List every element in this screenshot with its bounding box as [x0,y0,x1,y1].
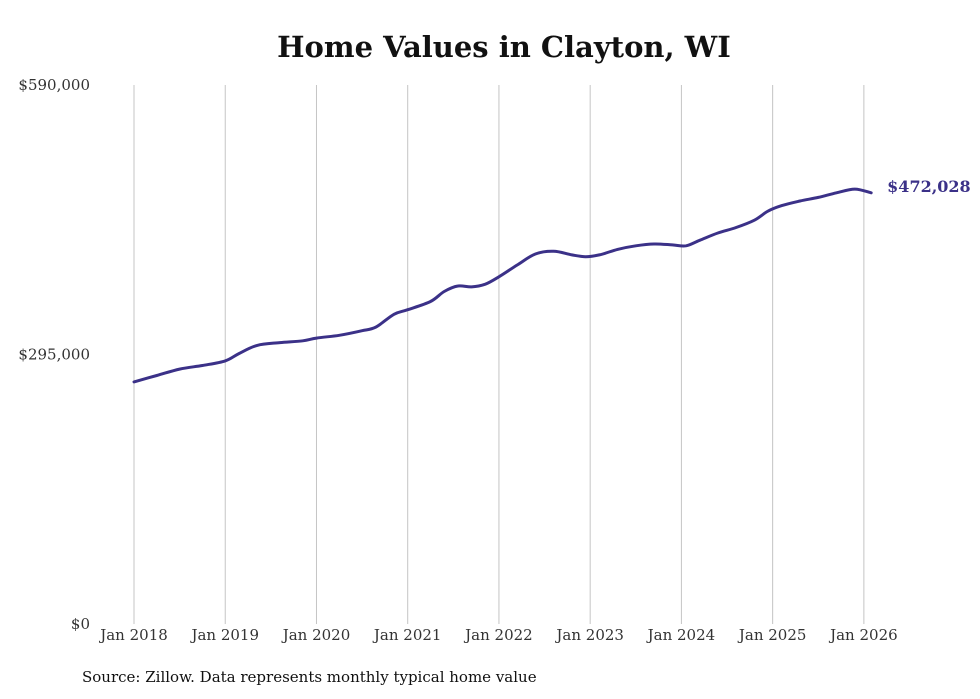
x-tick-label-3: Jan 2021 [372,626,442,644]
data-labels: $472,028 [887,177,971,196]
gridlines [133,85,865,624]
y-tick-label-1: $295,000 [18,346,90,364]
x-tick-label-1: Jan 2019 [189,626,259,644]
source-note: Source: Zillow. Data represents monthly … [82,668,537,686]
x-tick-label-4: Jan 2022 [463,626,533,644]
chart-title: Home Values in Clayton, WI [277,30,731,64]
x-tick-label-2: Jan 2020 [281,626,351,644]
x-tick-label-8: Jan 2026 [828,626,898,644]
x-tick-label-6: Jan 2024 [646,626,716,644]
x-tick-label-0: Jan 2018 [98,626,168,644]
x-axis-tick-labels: Jan 2018 Jan 2019 Jan 2020 Jan 2021 Jan 2022… [98,626,897,644]
end-value-label: $472,028 [887,177,971,196]
series-line-0 [132,187,873,384]
x-tick-label-5: Jan 2023 [554,626,624,644]
y-tick-label-0: $0 [71,615,90,633]
x-tick-label-7: Jan 2025 [737,626,807,644]
y-tick-label-2: $590,000 [18,76,90,94]
series-lines [132,187,873,384]
y-axis-tick-labels: $0 $295,000 $590,000 [18,76,90,633]
